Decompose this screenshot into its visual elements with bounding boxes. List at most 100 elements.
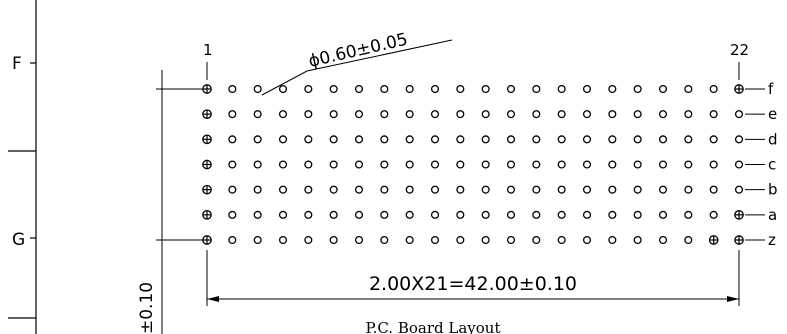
vertical-dimension: ±0.10 xyxy=(137,70,204,334)
through-hole xyxy=(253,185,262,194)
through-hole xyxy=(278,210,288,219)
through-hole xyxy=(481,185,490,194)
pad-hole xyxy=(202,134,212,145)
through-hole xyxy=(430,84,440,94)
through-hole xyxy=(506,135,516,144)
through-hole xyxy=(608,210,617,219)
pad-hole xyxy=(202,84,212,94)
through-hole xyxy=(304,185,313,194)
through-hole xyxy=(253,235,262,245)
through-hole xyxy=(304,84,313,94)
through-hole xyxy=(633,84,642,94)
row-label-z: z xyxy=(768,231,776,249)
through-hole xyxy=(684,235,693,245)
through-hole xyxy=(304,135,313,144)
through-hole xyxy=(557,135,566,144)
through-hole xyxy=(278,235,288,245)
through-hole xyxy=(278,135,288,144)
through-hole xyxy=(253,135,262,144)
through-hole xyxy=(684,160,693,169)
through-hole xyxy=(684,84,693,94)
through-hole xyxy=(329,185,338,194)
through-hole xyxy=(380,160,389,169)
zone-label-g: G xyxy=(12,230,25,250)
through-hole xyxy=(456,110,465,119)
through-hole xyxy=(557,185,566,194)
through-hole xyxy=(582,210,592,219)
arrowhead-right xyxy=(727,296,739,302)
through-hole xyxy=(430,110,440,119)
through-hole xyxy=(380,210,389,219)
through-hole xyxy=(456,84,465,94)
through-hole xyxy=(228,135,237,144)
through-hole xyxy=(380,110,389,119)
hole-diameter-label: ϕ0.60±0.05 xyxy=(307,30,410,72)
diameter-leader-line xyxy=(261,39,453,96)
pad-hole xyxy=(734,209,744,220)
through-hole xyxy=(380,185,389,194)
through-hole xyxy=(253,160,262,169)
drawing-caption: P.C. Board Layout xyxy=(366,319,501,334)
row-label-f: f xyxy=(768,80,774,98)
through-hole xyxy=(304,235,313,245)
through-hole xyxy=(253,84,262,94)
through-hole xyxy=(228,84,237,94)
through-hole xyxy=(709,110,718,119)
through-hole xyxy=(228,110,237,119)
through-hole xyxy=(481,135,490,144)
through-hole xyxy=(608,110,617,119)
through-hole xyxy=(582,185,592,194)
pad-hole xyxy=(734,84,744,94)
through-hole xyxy=(430,160,440,169)
through-hole xyxy=(329,135,338,144)
through-hole xyxy=(456,185,465,194)
through-hole xyxy=(405,185,414,194)
pad-hole xyxy=(202,109,212,120)
through-hole xyxy=(481,160,490,169)
through-hole xyxy=(633,235,642,245)
through-hole xyxy=(658,84,668,94)
pitch-dimension: 2.00X21=42.00±0.10 xyxy=(206,250,740,306)
through-hole xyxy=(633,110,642,119)
through-hole xyxy=(456,135,465,144)
through-hole xyxy=(557,84,566,94)
through-hole xyxy=(557,210,566,219)
through-hole xyxy=(684,185,693,194)
through-hole xyxy=(734,110,744,119)
row-label-e: e xyxy=(768,105,777,123)
row-label-c: c xyxy=(768,156,776,174)
through-hole xyxy=(709,84,718,94)
through-hole xyxy=(684,135,693,144)
through-hole xyxy=(481,235,490,245)
through-hole xyxy=(329,110,338,119)
through-hole xyxy=(405,160,414,169)
through-hole xyxy=(253,110,262,119)
through-hole xyxy=(354,110,364,119)
through-hole xyxy=(582,135,592,144)
through-hole xyxy=(734,160,744,169)
through-hole xyxy=(329,160,338,169)
through-hole xyxy=(405,235,414,245)
through-hole xyxy=(532,185,541,194)
through-hole xyxy=(734,135,744,144)
through-hole xyxy=(633,160,642,169)
through-hole xyxy=(684,210,693,219)
through-hole xyxy=(380,135,389,144)
through-hole xyxy=(354,135,364,144)
through-hole xyxy=(633,185,642,194)
through-hole xyxy=(557,160,566,169)
through-hole xyxy=(481,210,490,219)
pad-hole xyxy=(202,209,212,220)
through-hole xyxy=(608,185,617,194)
through-hole xyxy=(329,235,338,245)
through-hole xyxy=(253,210,262,219)
row-label-d: d xyxy=(768,130,778,148)
through-hole xyxy=(430,235,440,245)
through-hole xyxy=(405,135,414,144)
through-hole xyxy=(658,235,668,245)
row-label-a: a xyxy=(768,206,777,224)
through-hole xyxy=(658,210,668,219)
through-hole xyxy=(481,84,490,94)
through-hole xyxy=(430,135,440,144)
